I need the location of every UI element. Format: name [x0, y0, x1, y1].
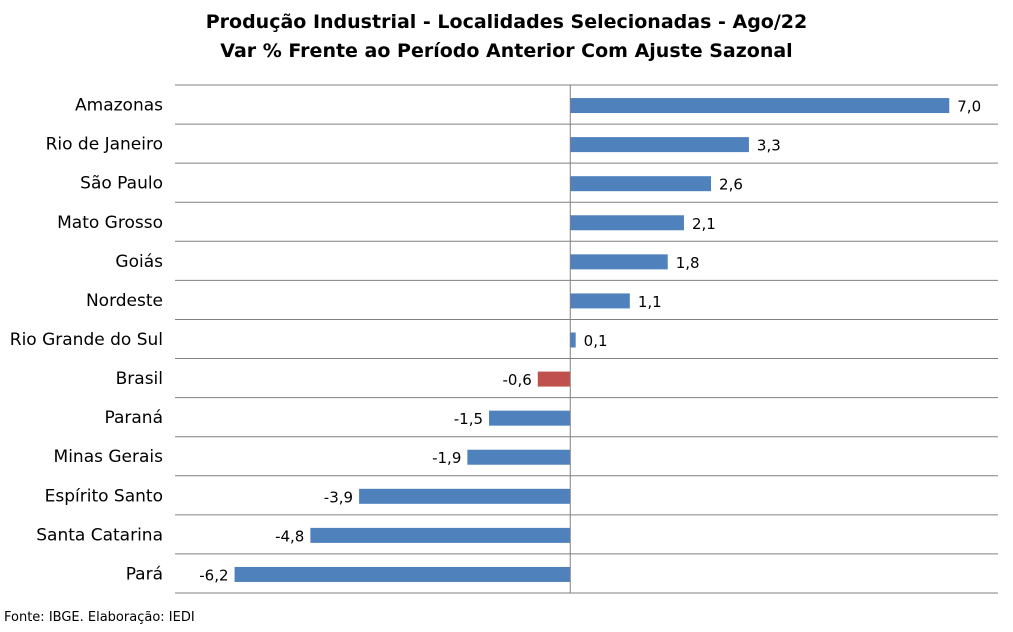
bar [489, 410, 571, 426]
category-label: Amazonas [75, 96, 163, 116]
category-label: Brasil [116, 369, 163, 389]
category-label: Minas Gerais [54, 447, 164, 467]
bar [570, 293, 630, 309]
data-label: 2,6 [719, 176, 743, 194]
bar [537, 371, 571, 387]
bar [570, 332, 576, 348]
data-label: 0,1 [584, 332, 608, 350]
data-label: 7,0 [957, 98, 981, 116]
category-label: Espírito Santo [45, 486, 163, 506]
source-note: Fonte: IBGE. Elaboração: IEDI [4, 610, 195, 625]
category-label: São Paulo [80, 174, 163, 194]
data-label: -6,2 [199, 566, 228, 584]
bar [570, 254, 668, 270]
data-label: 1,8 [676, 254, 700, 272]
category-label: Rio Grande do Sul [10, 330, 163, 350]
chart-title: Produção Industrial - Localidades Seleci… [0, 8, 1013, 66]
data-label: -1,5 [454, 410, 483, 428]
category-label: Pará [126, 564, 163, 584]
category-label: Goiás [115, 252, 163, 272]
bar [234, 566, 571, 582]
category-label: Paraná [104, 408, 163, 428]
bar [310, 527, 571, 543]
data-label: 3,3 [757, 137, 781, 155]
chart-title-line2: Var % Frente ao Período Anterior Com Aju… [220, 40, 793, 62]
chart-title-line1: Produção Industrial - Localidades Seleci… [205, 11, 808, 33]
data-label: -4,8 [275, 527, 304, 545]
data-label: 2,1 [692, 215, 716, 233]
data-label: -1,9 [432, 449, 461, 467]
category-label: Rio de Janeiro [46, 135, 163, 155]
data-label: 1,1 [638, 293, 662, 311]
data-label: -3,9 [324, 488, 353, 506]
category-label: Mato Grosso [57, 213, 163, 233]
bar [570, 215, 684, 231]
bar [570, 137, 749, 153]
data-label: -0,6 [502, 371, 531, 389]
category-label: Nordeste [86, 291, 163, 311]
category-label: Santa Catarina [36, 525, 163, 545]
bar [359, 488, 571, 504]
bar [570, 176, 712, 192]
bar [570, 98, 950, 114]
bar [467, 449, 571, 465]
